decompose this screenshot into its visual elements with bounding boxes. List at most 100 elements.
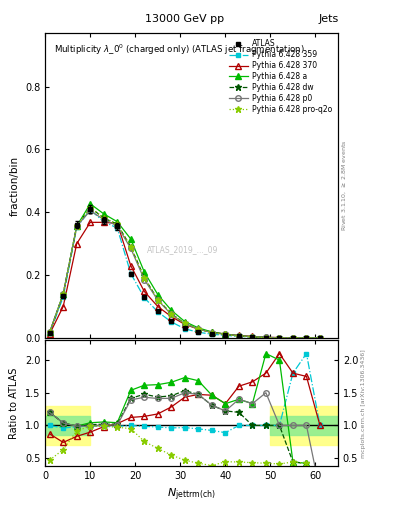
Pythia 6.428 a xyxy=(142,269,147,275)
Text: 13000 GeV pp: 13000 GeV pp xyxy=(145,14,224,25)
Line: Pythia 6.428 dw: Pythia 6.428 dw xyxy=(46,204,323,342)
Legend: ATLAS, Pythia 6.428 359, Pythia 6.428 370, Pythia 6.428 a, Pythia 6.428 dw, Pyth: ATLAS, Pythia 6.428 359, Pythia 6.428 37… xyxy=(226,37,334,116)
Pythia 6.428 a xyxy=(115,219,119,225)
Pythia 6.428 pro-q2o xyxy=(250,334,255,340)
Pythia 6.428 pro-q2o xyxy=(196,326,201,332)
Pythia 6.428 p0 xyxy=(61,291,66,297)
Pythia 6.428 359 xyxy=(182,326,187,332)
Pythia 6.428 a xyxy=(209,329,214,335)
Pythia 6.428 359 xyxy=(196,329,201,335)
Pythia 6.428 a xyxy=(304,335,309,341)
Text: ATLAS_2019_..._09: ATLAS_2019_..._09 xyxy=(147,246,219,254)
Pythia 6.428 pro-q2o xyxy=(129,244,133,250)
Pythia 6.428 370 xyxy=(250,333,255,339)
Pythia 6.428 359 xyxy=(47,330,52,336)
Pythia 6.428 pro-q2o xyxy=(47,329,52,335)
Pythia 6.428 a xyxy=(318,335,322,341)
Pythia 6.428 p0 xyxy=(169,311,174,317)
Pythia 6.428 a xyxy=(47,329,52,335)
Y-axis label: fraction/bin: fraction/bin xyxy=(9,156,19,216)
Bar xyxy=(45,416,90,435)
Pythia 6.428 a xyxy=(129,236,133,242)
Pythia 6.428 359 xyxy=(209,331,214,337)
Pythia 6.428 dw xyxy=(61,291,66,297)
Pythia 6.428 a xyxy=(61,291,66,297)
Pythia 6.428 370 xyxy=(74,241,79,247)
Pythia 6.428 359 xyxy=(129,270,133,276)
Pythia 6.428 359 xyxy=(169,319,174,325)
Pythia 6.428 pro-q2o xyxy=(237,333,241,339)
Pythia 6.428 370 xyxy=(115,220,119,226)
Pythia 6.428 a xyxy=(182,318,187,325)
Line: Pythia 6.428 359: Pythia 6.428 359 xyxy=(47,207,322,340)
Bar xyxy=(270,406,338,445)
Pythia 6.428 370 xyxy=(129,263,133,269)
Pythia 6.428 dw xyxy=(182,321,187,327)
Pythia 6.428 359 xyxy=(101,219,106,225)
Text: Multiplicity $\lambda\_0^0$ (charged only) (ATLAS jet fragmentation): Multiplicity $\lambda\_0^0$ (charged onl… xyxy=(54,42,305,57)
Pythia 6.428 370 xyxy=(196,326,201,332)
Pythia 6.428 dw xyxy=(304,335,309,341)
Bar xyxy=(45,406,90,445)
Pythia 6.428 p0 xyxy=(88,208,93,214)
Pythia 6.428 p0 xyxy=(129,245,133,251)
Pythia 6.428 pro-q2o xyxy=(209,330,214,336)
Pythia 6.428 p0 xyxy=(156,297,160,303)
Pythia 6.428 370 xyxy=(223,331,228,337)
Pythia 6.428 p0 xyxy=(142,276,147,283)
Pythia 6.428 a xyxy=(196,325,201,331)
Pythia 6.428 370 xyxy=(88,219,93,225)
Y-axis label: Rivet 3.1.10, $\geq$ 2.8M events: Rivet 3.1.10, $\geq$ 2.8M events xyxy=(341,140,348,231)
Pythia 6.428 p0 xyxy=(196,326,201,332)
Pythia 6.428 pro-q2o xyxy=(223,331,228,337)
Pythia 6.428 a xyxy=(250,334,255,340)
Pythia 6.428 359 xyxy=(61,294,66,300)
Pythia 6.428 370 xyxy=(156,304,160,310)
Pythia 6.428 370 xyxy=(101,219,106,225)
Pythia 6.428 p0 xyxy=(318,335,322,341)
Pythia 6.428 370 xyxy=(290,335,295,341)
Pythia 6.428 p0 xyxy=(74,223,79,229)
Pythia 6.428 a xyxy=(277,335,282,341)
Pythia 6.428 359 xyxy=(142,294,147,301)
Pythia 6.428 dw xyxy=(318,335,322,341)
Pythia 6.428 dw xyxy=(129,244,133,250)
Pythia 6.428 dw xyxy=(237,333,241,339)
Pythia 6.428 370 xyxy=(277,334,282,340)
Pythia 6.428 pro-q2o xyxy=(304,335,309,341)
Pythia 6.428 dw xyxy=(74,223,79,229)
Pythia 6.428 p0 xyxy=(47,329,52,335)
Pythia 6.428 dw xyxy=(142,274,147,281)
Pythia 6.428 370 xyxy=(182,322,187,328)
Pythia 6.428 dw xyxy=(209,330,214,336)
Pythia 6.428 p0 xyxy=(250,334,255,340)
Line: Pythia 6.428 370: Pythia 6.428 370 xyxy=(46,219,323,342)
Pythia 6.428 pro-q2o xyxy=(182,321,187,327)
Pythia 6.428 359 xyxy=(250,334,255,340)
Pythia 6.428 359 xyxy=(277,335,282,341)
Pythia 6.428 359 xyxy=(115,225,119,231)
Pythia 6.428 370 xyxy=(47,331,52,337)
Pythia 6.428 pro-q2o xyxy=(88,204,93,210)
Pythia 6.428 359 xyxy=(304,335,309,341)
Pythia 6.428 359 xyxy=(156,309,160,315)
Pythia 6.428 dw xyxy=(264,334,268,340)
Pythia 6.428 pro-q2o xyxy=(74,223,79,229)
Pythia 6.428 a xyxy=(264,334,268,340)
Pythia 6.428 a xyxy=(223,331,228,337)
Pythia 6.428 pro-q2o xyxy=(318,335,322,341)
Pythia 6.428 359 xyxy=(318,335,322,341)
Line: Pythia 6.428 a: Pythia 6.428 a xyxy=(46,200,323,342)
Y-axis label: Ratio to ATLAS: Ratio to ATLAS xyxy=(9,368,19,439)
X-axis label: $N_{\mathrm{jettrm(ch)}}$: $N_{\mathrm{jettrm(ch)}}$ xyxy=(167,486,216,503)
Pythia 6.428 359 xyxy=(237,333,241,339)
Pythia 6.428 dw xyxy=(277,335,282,341)
Pythia 6.428 370 xyxy=(142,288,147,294)
Pythia 6.428 a xyxy=(237,333,241,339)
Pythia 6.428 pro-q2o xyxy=(101,215,106,221)
Pythia 6.428 359 xyxy=(290,335,295,341)
Pythia 6.428 a xyxy=(169,307,174,313)
Pythia 6.428 dw xyxy=(88,204,93,210)
Pythia 6.428 a xyxy=(88,201,93,207)
Pythia 6.428 dw xyxy=(156,296,160,303)
